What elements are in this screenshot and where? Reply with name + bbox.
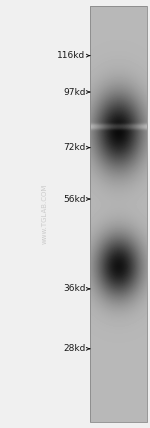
- Text: 116kd: 116kd: [57, 51, 86, 60]
- Text: 56kd: 56kd: [63, 194, 86, 204]
- Text: 36kd: 36kd: [63, 284, 86, 294]
- Text: 72kd: 72kd: [63, 143, 86, 152]
- Text: 97kd: 97kd: [63, 87, 86, 97]
- Text: 28kd: 28kd: [63, 344, 86, 354]
- Text: www.TGLAB.COM: www.TGLAB.COM: [42, 184, 48, 244]
- Bar: [90, 6, 147, 422]
